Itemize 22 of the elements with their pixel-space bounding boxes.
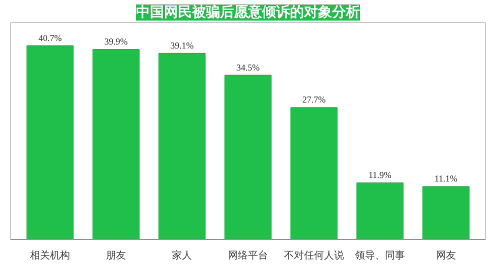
data-label: 11.1%: [434, 174, 458, 184]
bar: [26, 45, 74, 240]
x-tick-label: 网络平台: [228, 250, 268, 262]
data-label: 27.7%: [302, 94, 326, 105]
x-tick-label: 朋友: [106, 250, 126, 262]
bar: [158, 52, 206, 240]
data-label: 39.9%: [104, 36, 128, 47]
bar: [92, 49, 140, 240]
bar: [422, 186, 470, 240]
chart-title: 中国网民被骗后愿意倾诉的对象分析: [136, 4, 360, 20]
x-tick-label: 不对任何人说: [284, 250, 344, 262]
x-tick-label: 领导、同事: [354, 250, 405, 262]
x-tick-label: 网友: [436, 250, 456, 262]
bar: [224, 74, 272, 240]
x-tick-label: 家人: [172, 250, 192, 262]
data-label: 40.7%: [38, 32, 62, 43]
data-label: 34.5%: [236, 62, 260, 72]
data-label: 39.1%: [170, 40, 194, 50]
x-tick-label: 相关机构: [30, 250, 70, 262]
bar: [356, 182, 404, 240]
bar: [290, 107, 338, 240]
data-label: 11.9%: [368, 170, 392, 180]
